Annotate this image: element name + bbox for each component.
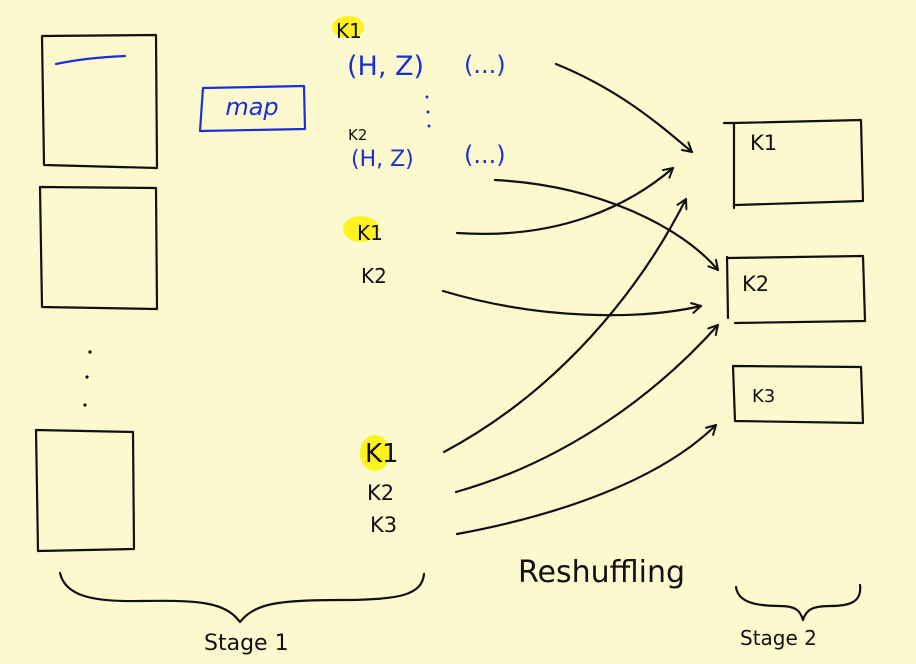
vertical-dots [83, 350, 92, 407]
stage2-label: Stage 2 [740, 626, 817, 650]
arrow-g2-k2 [441, 289, 703, 317]
stage1-label: Stage 1 [204, 631, 289, 656]
input-box-1 [40, 33, 159, 170]
group1-second-key: K2 [348, 126, 367, 144]
group1-pair-2: (H, Z) [351, 147, 414, 172]
stage1-brace [58, 571, 426, 624]
highlight-k1-top [332, 16, 364, 38]
output-box-3-label: K3 [752, 386, 775, 407]
map-box [198, 84, 307, 133]
group3-key-3: K3 [370, 513, 397, 537]
group2-key-1: K1 [357, 221, 383, 245]
output-box-1 [722, 118, 865, 210]
input-box-2 [38, 185, 159, 311]
group3-key-1: K1 [365, 439, 399, 469]
input-box-3 [34, 428, 136, 553]
highlight-k1-bottom [360, 435, 390, 471]
stage2-brace [734, 583, 862, 622]
arrow-g2-k1 [455, 166, 675, 235]
group3-key-2: K2 [367, 481, 394, 505]
output-box-2 [725, 254, 867, 325]
group1-top-key: K1 [336, 19, 362, 43]
reshuffling-label: Reshuffling [518, 555, 685, 590]
map-label: map [225, 93, 278, 121]
arrow-g3-k3 [455, 423, 718, 536]
group1-ellipsis-1: (...) [464, 51, 506, 79]
group1-pair-1: (H, Z) [347, 51, 424, 82]
output-box-2-label: K2 [742, 272, 769, 296]
arrow-g1-k1 [554, 62, 694, 154]
group1-vertical-dots [425, 95, 431, 128]
arrow-g3-k2 [454, 323, 720, 494]
output-box-3 [731, 364, 865, 425]
highlight-k1-mid [343, 216, 379, 242]
group2-key-2: K2 [361, 264, 387, 288]
arrow-g1-k2 [493, 178, 720, 272]
group1-ellipsis-2: (...) [464, 141, 506, 169]
output-box-1-label: K1 [750, 131, 777, 155]
arrow-g3-k1 [442, 197, 688, 454]
input-box-1-mark [54, 54, 127, 66]
